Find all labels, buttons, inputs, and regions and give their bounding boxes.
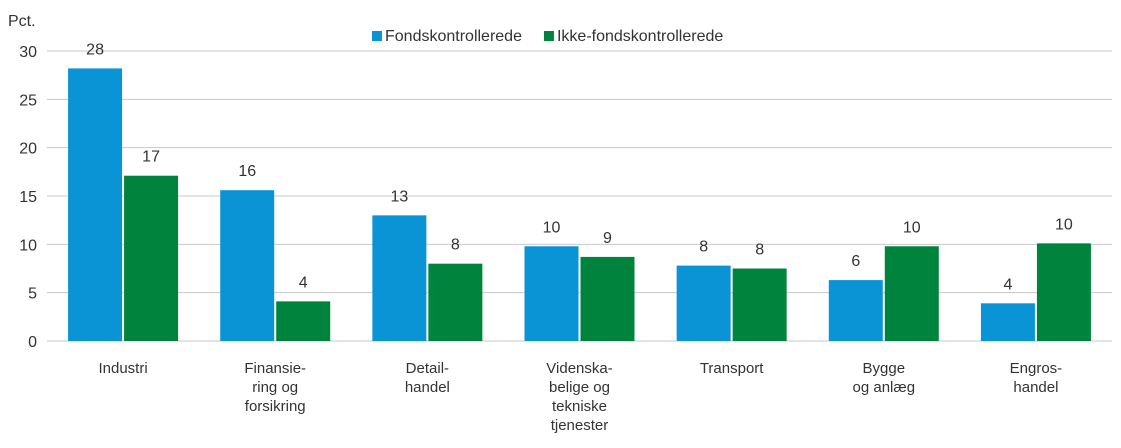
x-tick-label: Videnska-belige og tekniske tjenester <box>546 360 612 434</box>
value-label: 10 <box>1055 216 1073 233</box>
bar <box>220 190 275 341</box>
bar <box>580 256 635 341</box>
bar <box>68 68 123 342</box>
value-label: 10 <box>903 219 921 236</box>
bar <box>676 265 731 341</box>
x-tick-label: Finansie-ring og forsikring <box>244 360 306 415</box>
y-tick-label: 0 <box>28 334 37 351</box>
value-label: 28 <box>86 41 104 58</box>
y-tick-label: 5 <box>28 286 37 303</box>
y-tick-label: 20 <box>19 141 37 158</box>
bar <box>1036 243 1091 341</box>
bar <box>372 215 427 341</box>
value-label: 8 <box>699 239 708 256</box>
legend-swatch <box>372 31 382 41</box>
x-tick-label: Engros-handel <box>1010 360 1063 396</box>
bar <box>732 268 787 341</box>
x-tick-label: Bygge og anlæg <box>853 360 916 396</box>
value-label: 17 <box>142 149 160 166</box>
bar <box>884 246 939 341</box>
value-label: 16 <box>238 163 256 180</box>
bar <box>524 246 579 341</box>
value-label: 4 <box>299 274 308 291</box>
y-tick-label: 25 <box>19 92 37 109</box>
x-tick-label: Industri <box>98 360 147 377</box>
value-label: 8 <box>451 237 460 254</box>
bar <box>828 280 883 341</box>
bar <box>124 175 179 341</box>
value-label: 8 <box>755 242 764 259</box>
value-label: 10 <box>543 219 561 236</box>
bar <box>980 303 1035 341</box>
x-tick-label: Detail-handel <box>405 360 450 396</box>
y-tick-label: 15 <box>19 189 37 206</box>
value-label: 4 <box>1003 276 1012 293</box>
x-tick-label: Transport <box>700 360 764 377</box>
y-tick-label: 10 <box>19 237 37 254</box>
y-unit-label: Pct. <box>8 13 36 30</box>
value-label: 9 <box>603 230 612 247</box>
bar <box>276 301 331 341</box>
bar <box>428 263 483 341</box>
legend-label: Fondskontrollerede <box>385 28 522 45</box>
value-label: 6 <box>851 253 860 270</box>
legend-swatch <box>543 31 554 41</box>
legend-label: Ikke-fondskontrollerede <box>557 28 723 45</box>
value-label: 13 <box>390 188 408 205</box>
y-tick-label: 30 <box>19 44 37 61</box>
